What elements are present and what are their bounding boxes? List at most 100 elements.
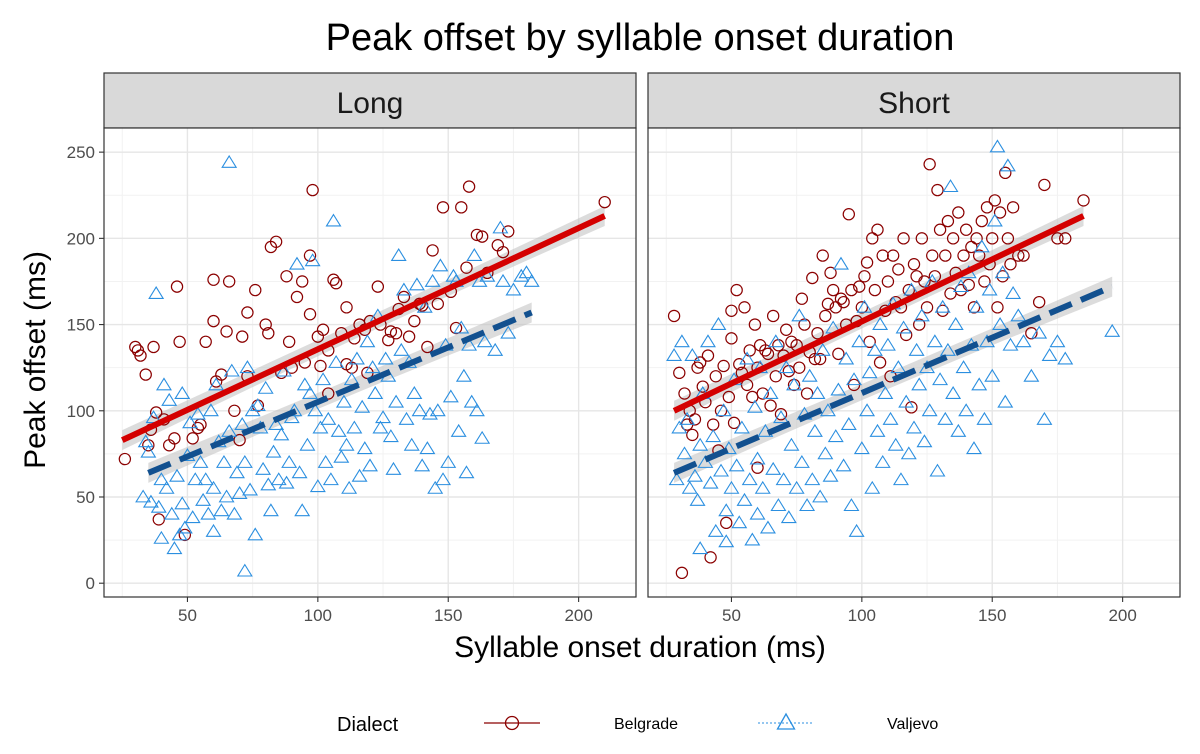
point-valjevo — [197, 472, 214, 486]
point-valjevo — [859, 403, 876, 417]
point-valjevo — [487, 342, 504, 356]
point-valjevo — [759, 520, 776, 534]
point-valjevo — [819, 403, 836, 417]
point-valjevo — [767, 334, 784, 348]
point-valjevo — [697, 454, 714, 468]
point-valjevo — [681, 480, 698, 494]
point-belgrade — [999, 166, 1012, 180]
fit-line-belgrade — [672, 213, 1085, 414]
point-belgrade — [720, 516, 733, 530]
point-belgrade — [808, 352, 822, 366]
point-valjevo — [838, 351, 855, 365]
point-valjevo — [731, 515, 748, 529]
x-tick-label: 50 — [722, 606, 741, 625]
point-valjevo — [739, 351, 756, 365]
point-valjevo — [835, 458, 852, 472]
point-valjevo — [971, 377, 988, 391]
point-valjevo — [965, 441, 982, 455]
point-belgrade — [939, 249, 952, 262]
point-valjevo — [338, 437, 355, 451]
point-belgrade — [675, 566, 689, 580]
point-valjevo — [804, 472, 821, 486]
point-belgrade — [340, 301, 353, 314]
point-belgrade — [967, 301, 981, 314]
point-belgrade — [280, 270, 293, 283]
point-belgrade — [793, 361, 806, 374]
point-belgrade — [408, 314, 421, 328]
point-valjevo — [328, 354, 345, 368]
point-belgrade — [915, 232, 929, 245]
point-valjevo — [406, 385, 423, 399]
point-valjevo — [375, 410, 392, 424]
point-valjevo — [362, 458, 378, 472]
point-valjevo — [699, 334, 716, 348]
point-valjevo — [723, 480, 740, 494]
point-belgrade — [725, 332, 738, 345]
point-belgrade — [717, 359, 730, 373]
y-tick-label: 150 — [67, 316, 95, 335]
point-valjevo — [281, 454, 298, 468]
point-belgrade — [873, 356, 887, 369]
point-belgrade — [738, 301, 751, 314]
point-belgrade — [933, 223, 947, 236]
point-valjevo — [916, 434, 933, 448]
point-valjevo — [135, 489, 152, 503]
point-belgrade — [1038, 178, 1051, 192]
point-belgrade — [821, 297, 835, 311]
point-valjevo — [395, 282, 412, 296]
point-valjevo — [513, 268, 530, 282]
point-belgrade — [673, 366, 686, 380]
point-valjevo — [372, 420, 389, 434]
point-valjevo — [913, 308, 930, 322]
point-belgrade — [834, 292, 848, 305]
point-valjevo — [195, 492, 212, 506]
point-belgrade — [470, 228, 484, 242]
point-valjevo — [827, 429, 844, 443]
point-belgrade — [186, 432, 199, 445]
point-valjevo — [257, 380, 274, 394]
legend-title: Dialect — [337, 714, 399, 736]
point-belgrade — [756, 387, 769, 400]
point-belgrade — [819, 309, 832, 323]
point-valjevo — [335, 394, 352, 408]
point-valjevo — [1023, 368, 1040, 382]
point-valjevo — [390, 248, 407, 262]
point-valjevo — [718, 534, 735, 548]
point-valjevo — [442, 389, 459, 403]
point-valjevo — [801, 368, 818, 382]
point-valjevo — [718, 503, 735, 517]
point-valjevo — [408, 277, 425, 291]
point-valjevo — [523, 273, 540, 287]
point-valjevo — [932, 372, 949, 386]
point-valjevo — [265, 444, 282, 458]
point-belgrade — [769, 370, 782, 383]
point-belgrade — [168, 432, 181, 445]
point-belgrade — [931, 183, 944, 197]
point-belgrade — [696, 380, 709, 393]
point-belgrade — [871, 223, 884, 236]
point-belgrade — [149, 406, 163, 419]
point-belgrade — [426, 244, 439, 257]
point-belgrade — [228, 404, 241, 417]
point-belgrade — [957, 249, 970, 262]
point-belgrade — [460, 261, 473, 274]
point-belgrade — [946, 232, 960, 245]
point-valjevo — [169, 468, 186, 482]
point-belgrade — [780, 323, 793, 336]
point-valjevo — [205, 480, 222, 494]
point-valjevo — [744, 532, 761, 546]
point-valjevo — [986, 213, 1003, 227]
point-valjevo — [809, 385, 826, 399]
point-belgrade — [1025, 326, 1038, 340]
point-valjevo — [320, 411, 337, 425]
point-valjevo — [364, 360, 381, 374]
point-belgrade — [855, 301, 869, 314]
point-valjevo — [906, 420, 922, 434]
point-valjevo — [786, 377, 803, 391]
point-valjevo — [242, 482, 259, 496]
point-valjevo — [398, 411, 415, 425]
point-belgrade — [431, 297, 445, 311]
point-valjevo — [236, 454, 253, 468]
point-belgrade — [384, 325, 398, 338]
